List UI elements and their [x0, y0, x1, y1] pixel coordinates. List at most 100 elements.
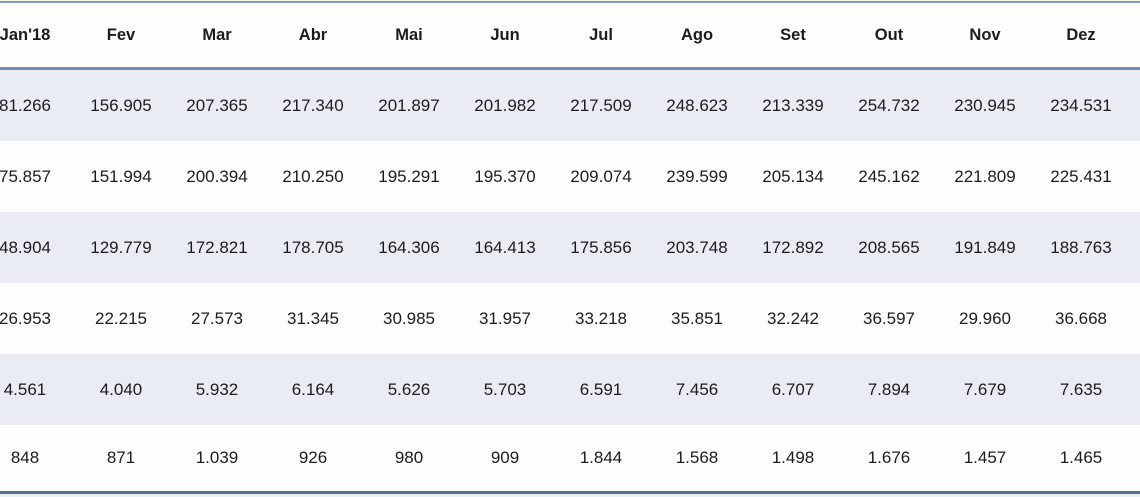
data-cell: 909 — [490, 448, 520, 467]
table-row: 81.266 156.905 207.365 217.340 201.897 201.98… — [0, 70, 1140, 141]
data-cell: 195.291 — [378, 166, 440, 186]
column-header: Jun — [490, 25, 520, 44]
data-cell: 164.413 — [474, 237, 536, 257]
data-cell: 35.851 — [671, 308, 723, 328]
data-cell: 7.679 — [963, 379, 1007, 399]
table-row: 48.904 129.779 172.821 178.705 164.306 164.41… — [0, 212, 1140, 283]
data-cell: 7.456 — [675, 379, 719, 399]
data-cell: 848 — [10, 448, 40, 467]
column-header: Jul — [589, 25, 613, 44]
header-cells: Jan'18 Fev Mar Abr Mai Jun Jul Ago Set Out Nov Dez — [0, 3, 1129, 67]
data-cell: 6.591 — [579, 379, 623, 399]
data-cell: 29.960 — [959, 308, 1011, 328]
data-cell: 205.134 — [762, 166, 824, 186]
data-cell: 1.039 — [195, 448, 239, 467]
data-cell: 172.892 — [762, 237, 824, 257]
column-header: Set — [780, 25, 806, 44]
data-cell: 5.703 — [483, 379, 527, 399]
column-header: Jan'18 — [0, 25, 51, 44]
data-cell: 6.707 — [771, 379, 815, 399]
data-cell: 156.905 — [90, 95, 152, 115]
data-cell: 208.565 — [858, 237, 920, 257]
data-cell: 200.394 — [186, 166, 248, 186]
top-accent-border — [0, 1, 1140, 3]
row-cells: 48.904 129.779 172.821 178.705 164.306 164.41… — [0, 212, 1129, 283]
data-cell: 1.676 — [867, 448, 911, 467]
data-cell: 230.945 — [954, 95, 1016, 115]
data-cell: 217.509 — [570, 95, 632, 115]
header-row: Jan'18 Fev Mar Abr Mai Jun Jul Ago Set Out Nov Dez — [0, 3, 1140, 70]
data-cell: 7.635 — [1059, 379, 1103, 399]
table-row: 26.953 22.215 27.573 31.345 30.985 31.957 33.2… — [0, 283, 1140, 354]
column-header: Mai — [395, 25, 423, 44]
column-header: Dez — [1066, 25, 1096, 44]
data-cell: 129.779 — [90, 237, 152, 257]
data-cell: 207.365 — [186, 95, 248, 115]
data-cell: 31.345 — [287, 308, 339, 328]
data-cell: 195.370 — [474, 166, 536, 186]
column-header: Nov — [969, 25, 1001, 44]
data-cell: 164.306 — [378, 237, 440, 257]
data-cell: 239.599 — [666, 166, 728, 186]
row-cells: 4.561 4.040 5.932 6.164 5.626 5.703 6.591 7.456… — [0, 354, 1129, 425]
column-header: Ago — [680, 25, 714, 44]
column-header: Out — [874, 25, 904, 44]
data-cell: 234.531 — [1050, 95, 1112, 115]
data-cell: 225.431 — [1050, 166, 1112, 186]
data-cell: 4.561 — [3, 379, 47, 399]
data-cell: 81.266 — [0, 95, 51, 115]
data-cell: 6.164 — [291, 379, 335, 399]
data-cell: 178.705 — [282, 237, 344, 257]
data-cell: 151.994 — [90, 166, 152, 186]
data-cell: 7.894 — [867, 379, 911, 399]
data-cell: 1.498 — [771, 448, 815, 467]
table-row: 4.561 4.040 5.932 6.164 5.626 5.703 6.591 7.456… — [0, 354, 1140, 425]
data-cell: 1.465 — [1059, 448, 1103, 467]
data-cell: 22.215 — [95, 308, 147, 328]
data-cell: 5.626 — [387, 379, 431, 399]
data-cell: 30.985 — [383, 308, 435, 328]
data-cell: 191.849 — [954, 237, 1016, 257]
table-row: 75.857 151.994 200.394 210.250 195.291 195.37… — [0, 141, 1140, 212]
data-cell: 75.857 — [0, 166, 51, 186]
data-cell: 1.844 — [579, 448, 623, 467]
data-cell: 248.623 — [666, 95, 728, 115]
data-cell: 213.339 — [762, 95, 824, 115]
column-header: Abr — [298, 25, 328, 44]
data-cell: 188.763 — [1050, 237, 1112, 257]
data-cell: 217.340 — [282, 95, 344, 115]
data-cell: 36.668 — [1055, 308, 1107, 328]
table-row: 848 871 1.039 926 980 909 1.844 1.568 1.498 1.676… — [0, 425, 1140, 494]
data-cell: 201.897 — [378, 95, 440, 115]
data-cell: 871 — [106, 448, 136, 467]
data-cell: 48.904 — [0, 237, 51, 257]
data-cell: 36.597 — [863, 308, 915, 328]
data-cell: 926 — [298, 448, 328, 467]
data-cell: 26.953 — [0, 308, 51, 328]
data-cell: 210.250 — [282, 166, 344, 186]
data-cell: 32.242 — [767, 308, 819, 328]
row-cells: 75.857 151.994 200.394 210.250 195.291 195.37… — [0, 141, 1129, 212]
table-body: 81.266 156.905 207.365 217.340 201.897 201.98… — [0, 70, 1140, 494]
row-cells: 81.266 156.905 207.365 217.340 201.897 201.98… — [0, 70, 1129, 141]
data-cell: 31.957 — [479, 308, 531, 328]
data-cell: 4.040 — [99, 379, 143, 399]
top-cream-strip — [0, 0, 1140, 1]
column-header: Fev — [106, 25, 136, 44]
data-cell: 209.074 — [570, 166, 632, 186]
data-cell: 980 — [394, 448, 424, 467]
data-cell: 172.821 — [186, 237, 248, 257]
data-cell: 245.162 — [858, 166, 920, 186]
data-cell: 221.809 — [954, 166, 1016, 186]
data-cell: 201.982 — [474, 95, 536, 115]
data-cell: 175.856 — [570, 237, 632, 257]
data-cell: 5.932 — [195, 379, 239, 399]
data-cell: 27.573 — [191, 308, 243, 328]
row-cells: 26.953 22.215 27.573 31.345 30.985 31.957 33.2… — [0, 283, 1129, 354]
bottom-light-strip — [0, 494, 1140, 497]
data-cell: 203.748 — [666, 237, 728, 257]
data-cell: 254.732 — [858, 95, 920, 115]
data-cell: 33.218 — [575, 308, 627, 328]
column-header: Mar — [202, 25, 232, 44]
